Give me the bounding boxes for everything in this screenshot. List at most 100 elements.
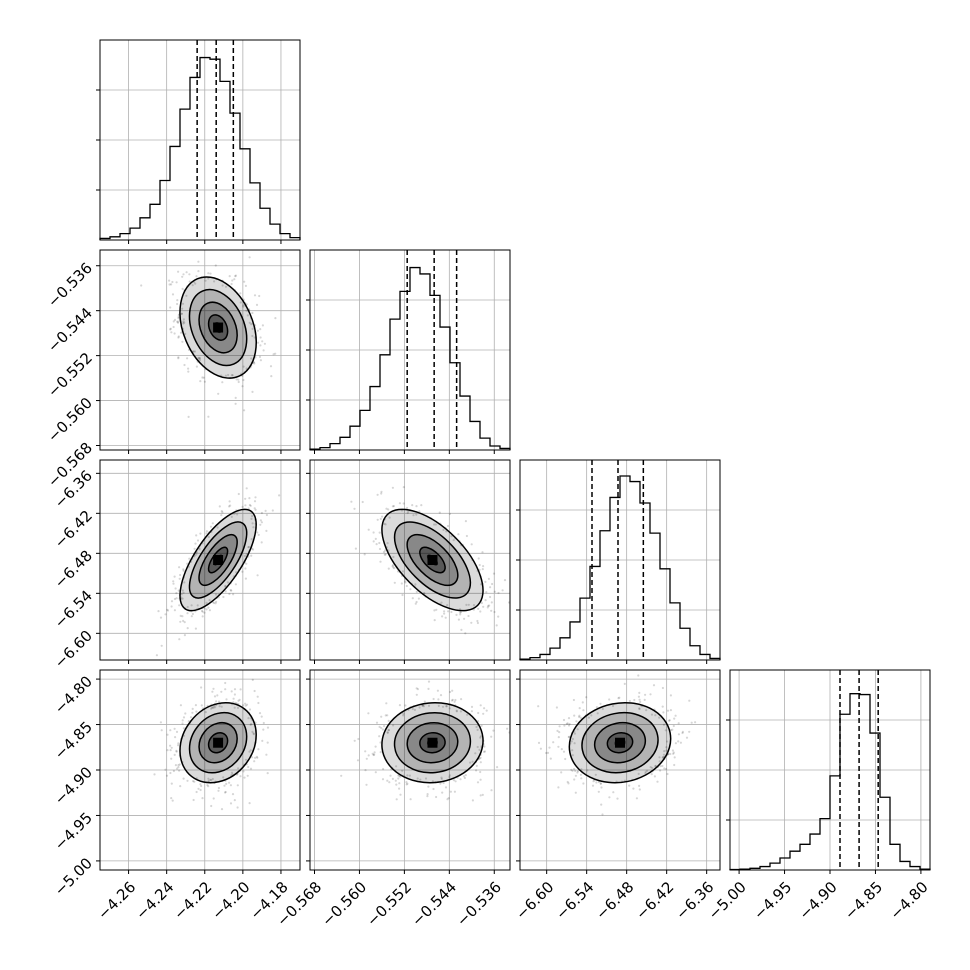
scatter-point <box>493 610 496 614</box>
scatter-point <box>574 791 577 794</box>
scatter-point <box>398 704 401 707</box>
scatter-point <box>199 783 202 786</box>
scatter-point <box>490 601 493 604</box>
scatter-point <box>257 748 260 751</box>
scatter-point <box>224 585 227 588</box>
scatter-point <box>380 715 383 718</box>
scatter-point <box>274 352 277 355</box>
scatter-point <box>229 802 233 805</box>
scatter-point <box>374 771 377 774</box>
scatter-point <box>242 365 245 368</box>
scatter-point <box>251 327 254 330</box>
scatter-point <box>427 785 430 788</box>
scatter-point <box>265 513 268 517</box>
scatter-point <box>611 704 615 708</box>
scatter-point <box>424 777 428 780</box>
scatter-point <box>379 741 382 744</box>
scatter-point <box>181 597 184 600</box>
scatter-point <box>253 507 256 510</box>
scatter-point <box>177 315 180 319</box>
scatter-point <box>181 589 184 592</box>
scatter-point <box>496 766 499 769</box>
scatter-point <box>173 575 176 578</box>
scatter-point <box>218 700 221 703</box>
scatter-point <box>471 799 474 802</box>
scatter-point <box>157 610 160 613</box>
scatter-point <box>210 779 213 782</box>
scatter-point <box>608 796 611 799</box>
scatter-point <box>160 729 163 732</box>
scatter-point <box>454 698 457 702</box>
scatter-point <box>350 500 353 503</box>
scatter-point <box>484 599 487 602</box>
scatter-point <box>601 707 604 711</box>
scatter-point <box>406 782 409 785</box>
scatter-point <box>440 601 443 604</box>
scatter-point <box>181 719 184 722</box>
scatter-point <box>266 772 269 775</box>
scatter-point <box>261 340 264 343</box>
scatter-point <box>177 357 180 360</box>
histogram-step <box>729 693 931 871</box>
scatter-point <box>170 757 173 760</box>
y-tick-label: −4.85 <box>51 718 96 763</box>
scatter-point <box>155 654 158 657</box>
scatter-point <box>442 781 445 785</box>
scatter-point <box>177 764 180 767</box>
scatter-point <box>237 380 240 384</box>
scatter-point <box>652 684 656 687</box>
scatter-point <box>173 727 176 730</box>
scatter-point <box>179 785 182 788</box>
scatter-point <box>187 720 190 723</box>
scatter-point <box>228 500 231 503</box>
scatter-point <box>249 723 252 726</box>
x-tick-label: −0.560 <box>318 878 370 930</box>
scatter-point <box>415 513 418 516</box>
scatter-point <box>233 693 236 696</box>
scatter-point <box>225 698 228 701</box>
scatter-point <box>381 778 385 781</box>
scatter-point <box>173 318 177 321</box>
scatter-point <box>378 725 381 729</box>
scatter-point <box>455 709 458 712</box>
scatter-point <box>217 392 220 395</box>
scatter-point <box>483 745 486 748</box>
scatter-point <box>248 750 251 753</box>
scatter-point <box>253 336 256 339</box>
scatter-point <box>422 705 425 708</box>
scatter-point <box>180 312 183 315</box>
scatter-point <box>558 725 561 728</box>
scatter-point <box>178 604 181 607</box>
scatter-point <box>446 524 450 528</box>
scatter-point <box>371 752 374 755</box>
scatter-point <box>213 695 217 698</box>
scatter-point <box>207 535 210 539</box>
scatter-point <box>191 711 194 714</box>
scatter-point <box>229 504 232 507</box>
scatter-point <box>260 715 263 718</box>
scatter-point <box>570 740 573 743</box>
hist-panel-1 <box>306 249 511 454</box>
scatter-point <box>177 335 180 338</box>
scatter-point <box>153 773 156 776</box>
density-peak <box>615 737 625 748</box>
scatter-point <box>353 739 356 742</box>
scatter-point <box>393 567 396 570</box>
scatter-point <box>663 750 666 753</box>
scatter-point <box>170 746 173 749</box>
density-peak <box>427 737 438 748</box>
scatter-point <box>477 607 480 610</box>
scatter-point <box>233 799 236 802</box>
y-tick-label: −6.48 <box>51 547 96 592</box>
scatter-point <box>222 776 225 779</box>
scatter-point <box>182 591 185 594</box>
scatter-point <box>681 731 684 735</box>
scatter-point <box>242 770 245 773</box>
panel-content <box>310 670 510 870</box>
scatter-point <box>249 767 253 770</box>
scatter-point <box>207 785 210 788</box>
scatter-point <box>386 731 389 734</box>
scatter-point <box>182 727 185 730</box>
scatter-point <box>198 359 202 362</box>
scatter-point <box>246 774 249 777</box>
